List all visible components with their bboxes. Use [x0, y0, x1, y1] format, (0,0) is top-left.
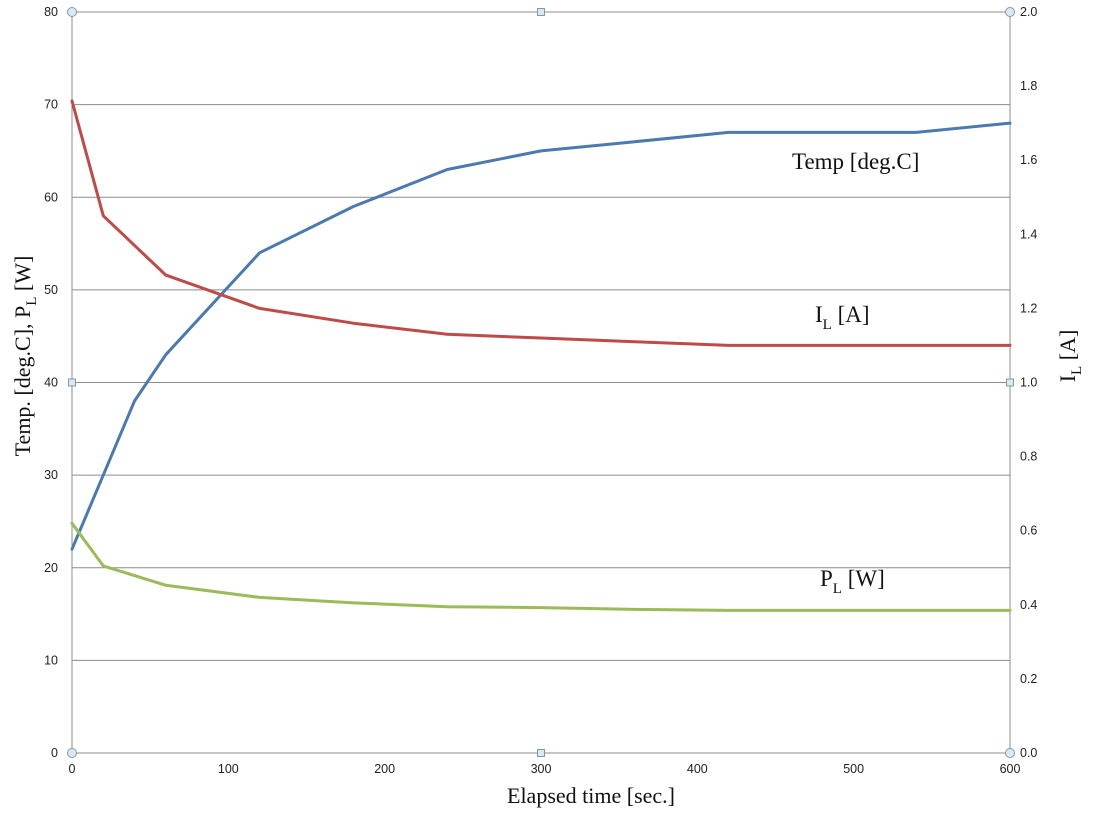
- y-left-tick-label: 70: [44, 98, 58, 112]
- series-line-pl: [70, 521, 1012, 612]
- selection-handles[interactable]: [67, 7, 1015, 758]
- y-right-tick-label: 0.6: [1020, 524, 1037, 538]
- y-left-tick-label: 50: [44, 283, 58, 297]
- series-line-temp: [70, 121, 1012, 551]
- edge-resize-handle[interactable]: [537, 8, 545, 16]
- x-tick-label: 300: [531, 762, 552, 776]
- x-tick-label: 400: [687, 762, 708, 776]
- y-axis-left-title: Temp. [deg.C], PL [W]: [10, 256, 40, 457]
- y-right-tick-label: 0.8: [1020, 450, 1037, 464]
- y-left-tick-label: 80: [44, 5, 58, 19]
- y-right-tick-label: 1.8: [1020, 79, 1037, 93]
- y-left-tick-label: 0: [51, 746, 58, 760]
- edge-resize-handle[interactable]: [537, 749, 545, 757]
- x-axis-title: Elapsed time [sec.]: [507, 783, 675, 808]
- y-left-tick-label: 20: [44, 561, 58, 575]
- y-right-tick-label: 1.6: [1020, 153, 1037, 167]
- edge-resize-handle[interactable]: [68, 378, 76, 387]
- y-right-tick-label: 1.4: [1020, 227, 1037, 241]
- series-line-il: [70, 99, 1012, 347]
- corner-resize-handle[interactable]: [1005, 7, 1015, 17]
- y-right-tick-label: 2.0: [1020, 5, 1037, 19]
- y-left-tick-label: 60: [44, 190, 58, 204]
- x-tick-label: 200: [374, 762, 395, 776]
- series-label-il: IL [A]: [815, 302, 870, 333]
- corner-resize-handle[interactable]: [1005, 748, 1015, 758]
- y-axis-right-title: IL [A]: [1055, 330, 1085, 383]
- x-tick-label: 600: [1000, 762, 1021, 776]
- tick-labels: 0 100 200 300 400 500 600 0 10 20 30 40 50 60 70 80 0.0 0…: [44, 5, 1037, 776]
- series-layer: [70, 99, 1012, 612]
- y-right-tick-label: 0.4: [1020, 598, 1037, 612]
- corner-resize-handle[interactable]: [67, 7, 77, 17]
- y-right-tick-label: 1.0: [1020, 376, 1037, 390]
- series-label-pl: PL [W]: [820, 566, 885, 597]
- y-right-tick-label: 1.2: [1020, 301, 1037, 315]
- x-tick-label: 100: [218, 762, 239, 776]
- grid-layer: [72, 104, 1010, 661]
- x-tick-label: 0: [69, 762, 76, 776]
- series-label-temp: Temp [deg.C]: [792, 149, 919, 174]
- y-right-tick-label: 0.0: [1020, 746, 1037, 760]
- y-left-tick-label: 40: [44, 376, 58, 390]
- y-left-tick-label: 10: [44, 653, 58, 667]
- y-right-tick-label: 0.2: [1020, 672, 1037, 686]
- x-tick-label: 500: [843, 762, 864, 776]
- y-left-tick-label: 30: [44, 468, 58, 482]
- corner-resize-handle[interactable]: [67, 748, 77, 758]
- series-labels: Temp [deg.C] IL [A] PL [W]: [792, 149, 919, 597]
- edge-resize-handle[interactable]: [1006, 378, 1014, 387]
